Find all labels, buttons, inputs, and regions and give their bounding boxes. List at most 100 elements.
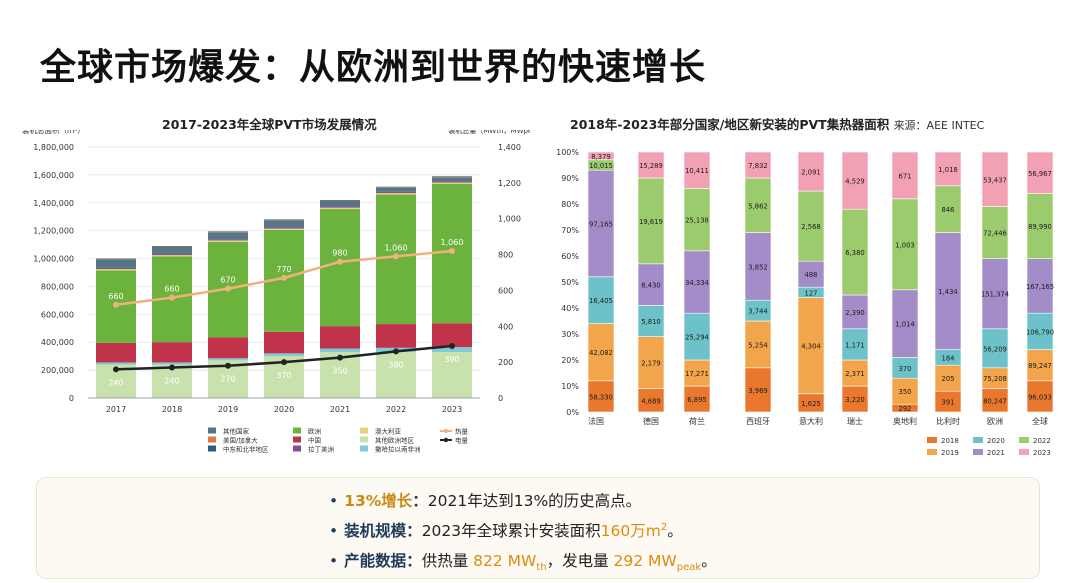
bullet-icon: • xyxy=(329,492,339,510)
heat-data-label: 670 xyxy=(220,276,235,285)
right-chart-source: 来源：AEE INTEC xyxy=(893,119,985,132)
stack-segment-2019 xyxy=(1026,349,1054,382)
y-tick-label: 50% xyxy=(561,278,579,287)
bar-segment-5 xyxy=(320,206,360,208)
bar-segment-8 xyxy=(264,219,304,221)
growth-colon: ： xyxy=(412,492,428,510)
legend-label: 2022 xyxy=(1033,437,1051,445)
heat-point xyxy=(225,285,231,292)
bar-segment-7 xyxy=(376,187,416,188)
stack-segment-2023 xyxy=(587,151,615,161)
stack-data-label: 72,446 xyxy=(983,230,1007,238)
power-data-label: 270 xyxy=(220,375,235,384)
bar-segment-2 xyxy=(152,342,192,363)
left-chart: 装机总面积（m²） 装机总量（MWth，MWpeak） 0 200,000 400,00… xyxy=(22,130,530,454)
heat-point xyxy=(113,301,119,308)
stack-segment-2022 xyxy=(637,177,665,265)
y-tick-label-right: 600 xyxy=(498,286,513,295)
stack-data-label: 17,271 xyxy=(685,370,709,378)
bar-segment-2 xyxy=(96,342,136,363)
stack-segment-2020 xyxy=(587,276,615,324)
stack-segment-2019 xyxy=(744,320,772,369)
x-tick-label: 2019 xyxy=(218,405,238,414)
legend-label: 其他国家 xyxy=(223,427,250,436)
bar-segment-6 xyxy=(376,187,416,192)
power-data-label: 380 xyxy=(388,360,403,369)
bar-segment-5 xyxy=(152,253,192,256)
power-data-label: 240 xyxy=(108,378,123,387)
stack-data-label: 1,625 xyxy=(801,400,820,408)
y-tick-label-right: 200 xyxy=(498,358,513,367)
y-tick-label: 90% xyxy=(561,174,579,183)
bar-segment-5 xyxy=(264,227,304,229)
stack-segment-2023 xyxy=(683,151,711,189)
stack-data-label: 1,171 xyxy=(845,341,864,349)
x-tick-label: 2023 xyxy=(442,405,462,414)
legend-line-marker xyxy=(443,428,449,434)
legend-swatch xyxy=(360,427,368,434)
stack-data-label: 89,247 xyxy=(1028,362,1052,370)
summary-line-capacity: • 产能数据：供热量 822 MWth，发电量 292 MWpeak。 xyxy=(329,549,717,573)
stack-segment-2023 xyxy=(934,151,962,187)
y-tick-label: 0% xyxy=(566,408,579,417)
legend-swatch xyxy=(293,436,301,443)
stack-data-label: 350 xyxy=(899,388,912,396)
power-data-label: 370 xyxy=(276,371,291,380)
stack-data-label: 97,165 xyxy=(589,221,613,229)
bar-segment-4 xyxy=(208,240,248,242)
y-tick-label-right: 1,000 xyxy=(498,215,521,224)
bar-segment-2 xyxy=(320,326,360,349)
bar-segment-4 xyxy=(264,228,304,230)
right-chart-title: 2018年-2023年部分国家/地区新安装的PVT集热器面积 来源：AEE IN… xyxy=(570,114,984,133)
power-point xyxy=(281,359,287,366)
bar-segment-2 xyxy=(376,324,416,348)
power-point xyxy=(113,366,119,373)
legend-swatch xyxy=(293,427,301,434)
capacity-text2: ，发电量 xyxy=(546,552,614,570)
legend-swatch xyxy=(208,427,216,434)
summary-box: • 13%增长：2021年达到13%的历史高点。 • 装机规模：2023年全球累计安… xyxy=(36,477,1040,579)
heat-data-label: 660 xyxy=(164,285,179,294)
bar-segment-8 xyxy=(152,246,192,247)
stack-segment-2023 xyxy=(1026,151,1054,194)
stack-data-label: 8,430 xyxy=(641,282,660,290)
scale-colon: ： xyxy=(406,522,422,540)
bar-segment-7 xyxy=(208,231,248,233)
legend-label: 2021 xyxy=(987,449,1005,457)
heat-data-label: 660 xyxy=(108,292,123,301)
x-tick-label: 西班牙 xyxy=(746,416,770,426)
bar-segment-4 xyxy=(376,193,416,195)
bar-segment-6 xyxy=(208,232,248,240)
x-tick-label: 法国 xyxy=(588,416,604,426)
bar-segment-4 xyxy=(152,255,192,257)
y-tick-label-left: 400,000 xyxy=(41,338,74,347)
stack-data-label: 42,082 xyxy=(589,349,613,357)
y-tick-label-right: 1,200 xyxy=(498,179,521,188)
stack-data-label: 4,529 xyxy=(845,178,864,186)
bar-segment-1 xyxy=(432,347,472,352)
stack-data-label: 184 xyxy=(942,354,955,362)
bar-segment-6 xyxy=(96,259,136,268)
bar-segment-8 xyxy=(96,258,136,260)
bar-segment-5 xyxy=(208,239,248,241)
bar-segment-0 xyxy=(432,351,472,398)
bar-segment-7 xyxy=(320,200,360,201)
power-data-label: 390 xyxy=(444,355,459,364)
x-tick-label: 2020 xyxy=(274,405,294,414)
stack-data-label: 1,014 xyxy=(895,321,914,329)
x-tick-label: 2022 xyxy=(386,405,406,414)
stack-segment-2019 xyxy=(637,336,665,389)
legend-label: 热量 xyxy=(455,427,469,436)
power-point xyxy=(393,348,399,355)
stack-segment-2018 xyxy=(587,380,615,413)
stack-data-label: 5,862 xyxy=(748,202,767,210)
heat-data-label: 980 xyxy=(332,249,347,258)
x-tick-label: 2017 xyxy=(106,405,126,414)
bar-segment-8 xyxy=(432,176,472,177)
right-axis-title: 装机总量（MWth，MWpeak） xyxy=(448,130,530,135)
legend-label: 中东和北非地区 xyxy=(223,445,269,454)
stack-data-label: 2,179 xyxy=(641,360,660,368)
legend-swatch xyxy=(360,436,368,443)
scale-end: 。 xyxy=(667,522,683,540)
capacity-label: 产能数据 xyxy=(344,552,407,570)
